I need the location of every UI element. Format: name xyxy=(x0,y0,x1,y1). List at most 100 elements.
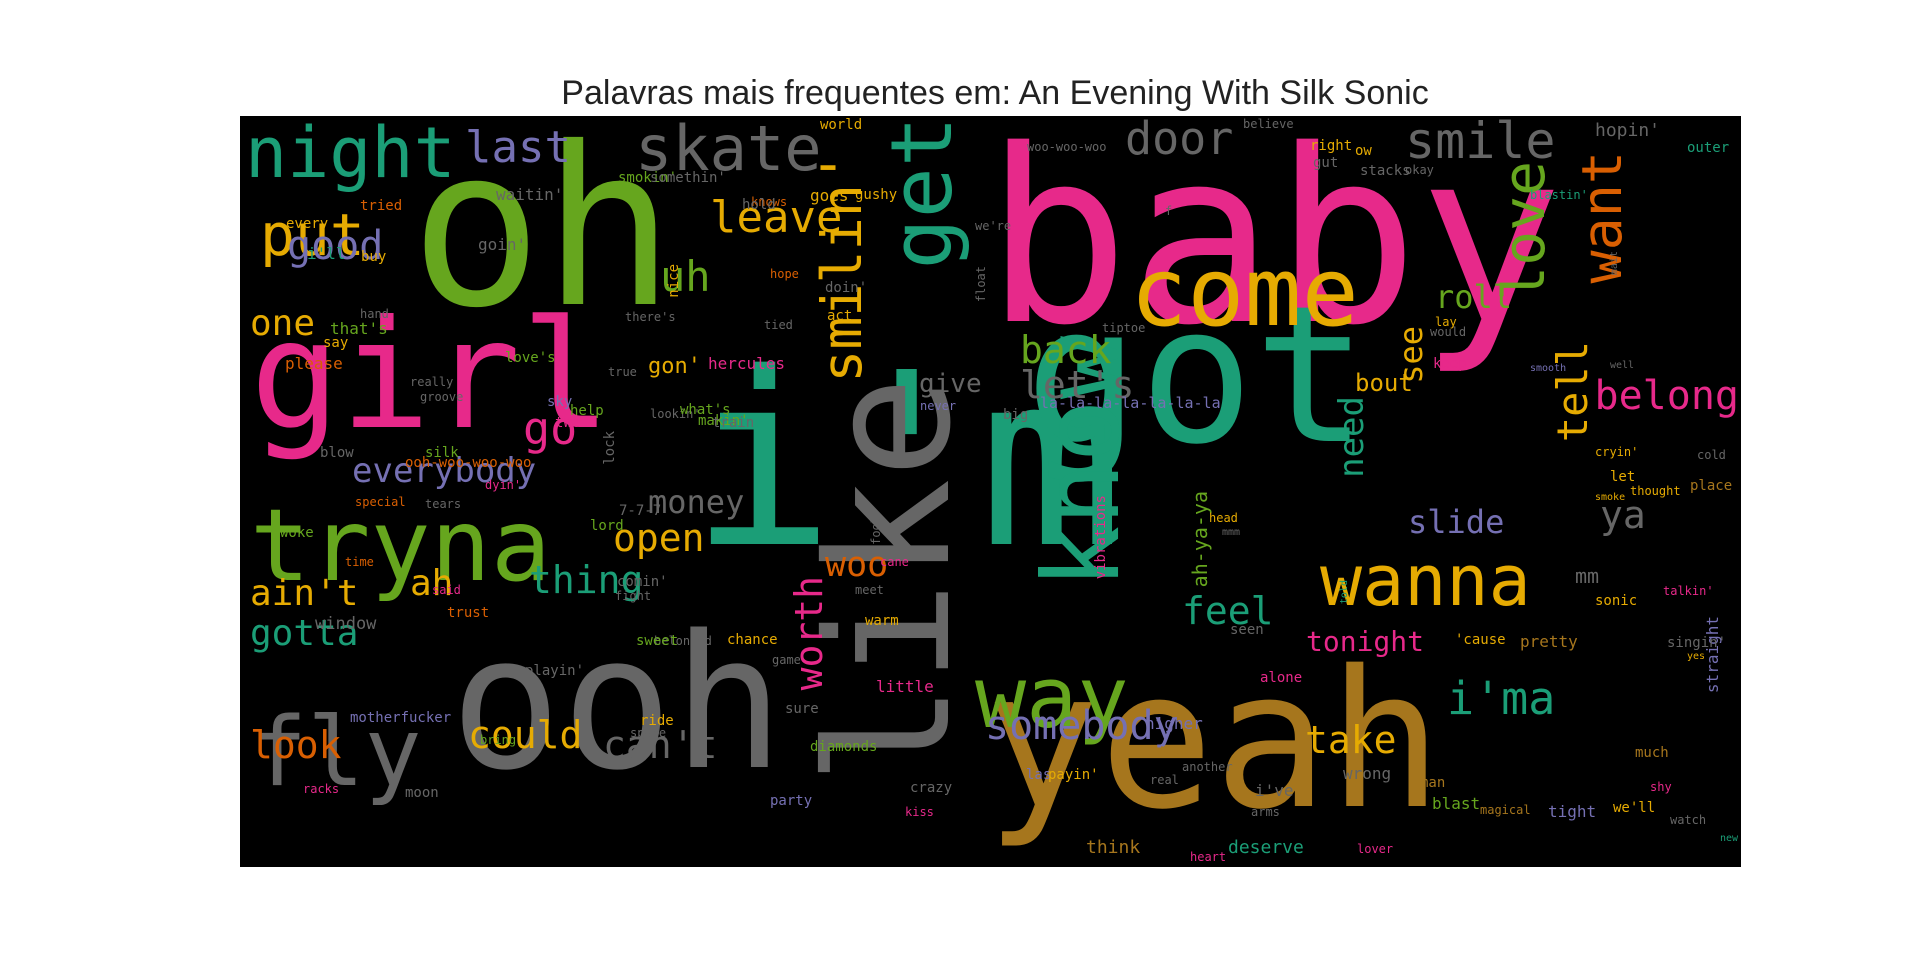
cloud-word: thing xyxy=(529,558,644,602)
cloud-word: hold xyxy=(742,197,776,213)
cloud-word: smoke xyxy=(1595,492,1626,503)
cloud-word: trust xyxy=(447,605,490,621)
cloud-word: believe xyxy=(1243,117,1294,131)
cloud-word: racks xyxy=(303,782,340,796)
cloud-word: little xyxy=(876,677,934,696)
cloud-word: that's xyxy=(330,319,388,338)
cloud-word: leave xyxy=(710,192,843,243)
cloud-word: vegas xyxy=(1155,742,1198,758)
cloud-word: need xyxy=(1332,396,1372,478)
cloud-word: can't xyxy=(603,723,718,767)
cloud-word: las xyxy=(1026,767,1052,783)
cloud-word: ah xyxy=(410,563,454,604)
cloud-word: belong xyxy=(1594,373,1740,419)
cloud-word: yes xyxy=(1687,651,1706,662)
cloud-word: party xyxy=(770,793,813,809)
cloud-word: diamonds xyxy=(810,739,878,755)
cloud-word: hand xyxy=(360,307,389,321)
chart-title: Palavras mais frequentes em: An Evening … xyxy=(561,74,1429,112)
cloud-word: what's xyxy=(680,402,731,418)
cloud-word: singin' xyxy=(1667,635,1727,651)
cloud-word: ooh xyxy=(450,595,785,811)
cloud-word: stacks xyxy=(1360,163,1411,179)
cloud-word: belonged xyxy=(654,634,712,648)
cloud-word: go xyxy=(523,402,578,455)
cloud-word: wrong xyxy=(1343,764,1392,783)
cloud-word: tight xyxy=(1548,802,1597,821)
cloud-word: bout xyxy=(1355,369,1413,397)
cloud-word: yeah xyxy=(985,630,1443,851)
cloud-word: big xyxy=(1003,407,1029,423)
cloud-word: want xyxy=(1570,151,1634,284)
cloud-word: game xyxy=(772,653,801,667)
cloud-word: way xyxy=(975,649,1129,748)
cloud-word: open xyxy=(613,516,705,560)
cloud-word: makin' xyxy=(698,413,749,429)
cloud-word: sonic xyxy=(1595,593,1638,609)
cloud-word: fool xyxy=(869,516,883,545)
cloud-word: tiptoe xyxy=(1102,321,1146,335)
cloud-word: higher xyxy=(1145,714,1203,733)
cloud-word: ya xyxy=(1600,493,1646,537)
cloud-word: ah-ya-ya xyxy=(1188,491,1212,588)
cloud-word: really xyxy=(410,375,454,389)
cloud-word: door xyxy=(1125,116,1234,165)
cloud-word: kiss xyxy=(905,805,934,819)
cloud-word: doin' xyxy=(825,280,868,296)
cloud-word: good xyxy=(287,223,384,269)
cloud-word: playin' xyxy=(525,663,585,679)
cloud-word: meet xyxy=(855,583,884,597)
cloud-word: ooh-woo-woo-woo xyxy=(405,455,532,471)
cloud-word: 'cause xyxy=(1455,632,1506,648)
cloud-word: straight xyxy=(1703,616,1722,694)
cloud-word: another xyxy=(1182,760,1233,774)
cloud-word: lock xyxy=(602,431,618,465)
cloud-word: gut xyxy=(1313,155,1339,171)
cloud-word: one xyxy=(250,303,316,344)
cloud-word: moon xyxy=(405,785,439,801)
cloud-word: think xyxy=(1086,837,1141,858)
cloud-word: cane xyxy=(880,555,909,569)
cloud-word: deserve xyxy=(1228,837,1304,858)
cloud-word: world xyxy=(820,117,863,133)
cloud-word: night xyxy=(245,116,456,194)
cloud-word: warm xyxy=(865,613,899,629)
cloud-word: well xyxy=(1610,360,1635,371)
cloud-word: let xyxy=(1610,469,1636,485)
cloud-word: feel xyxy=(1182,589,1274,633)
cloud-word: somebody xyxy=(985,703,1178,749)
cloud-word: alone xyxy=(1260,670,1303,686)
cloud-word: never xyxy=(920,399,957,413)
cloud-word: wanna xyxy=(1320,540,1531,622)
cloud-word: silk xyxy=(425,445,459,461)
cloud-word: tried xyxy=(360,198,403,214)
cloud-word: sky xyxy=(547,394,573,410)
cloud-word: blastin' xyxy=(1530,188,1588,202)
cloud-word: we'll xyxy=(1613,800,1656,816)
cloud-word: new xyxy=(1720,833,1739,844)
cloud-word: slide xyxy=(1408,503,1505,541)
cloud-word: vibrations xyxy=(1093,495,1109,580)
cloud-word: train xyxy=(712,415,755,431)
cloud-word: mait xyxy=(1609,251,1620,276)
cloud-word: baby xyxy=(985,116,1563,378)
cloud-word: hercules xyxy=(708,354,786,373)
cloud-word: roll xyxy=(1435,278,1513,316)
cloud-word: payin' xyxy=(1048,767,1099,783)
cloud-word: keep xyxy=(1433,356,1467,372)
cloud-word: somethin' xyxy=(650,170,726,186)
cloud-word: gon' xyxy=(648,354,701,379)
cloud-word: i'ma xyxy=(1447,672,1556,725)
cloud-word: there's xyxy=(625,310,676,324)
cloud-word: much xyxy=(1635,745,1669,761)
cloud-word: act xyxy=(827,308,853,324)
cloud-word: love's xyxy=(505,350,556,366)
word-cloud: baby oh i'm girl got yeah ooh like know tryna come… xyxy=(240,116,1741,867)
cloud-word: ain't xyxy=(250,573,359,614)
cloud-word: lover xyxy=(1357,842,1394,856)
cloud-word: motherfucker xyxy=(350,710,452,726)
cloud-word: window xyxy=(315,614,377,634)
cloud-word: hope xyxy=(770,267,799,281)
cloud-word: give xyxy=(919,369,982,399)
cloud-word: hopin' xyxy=(1595,120,1661,141)
